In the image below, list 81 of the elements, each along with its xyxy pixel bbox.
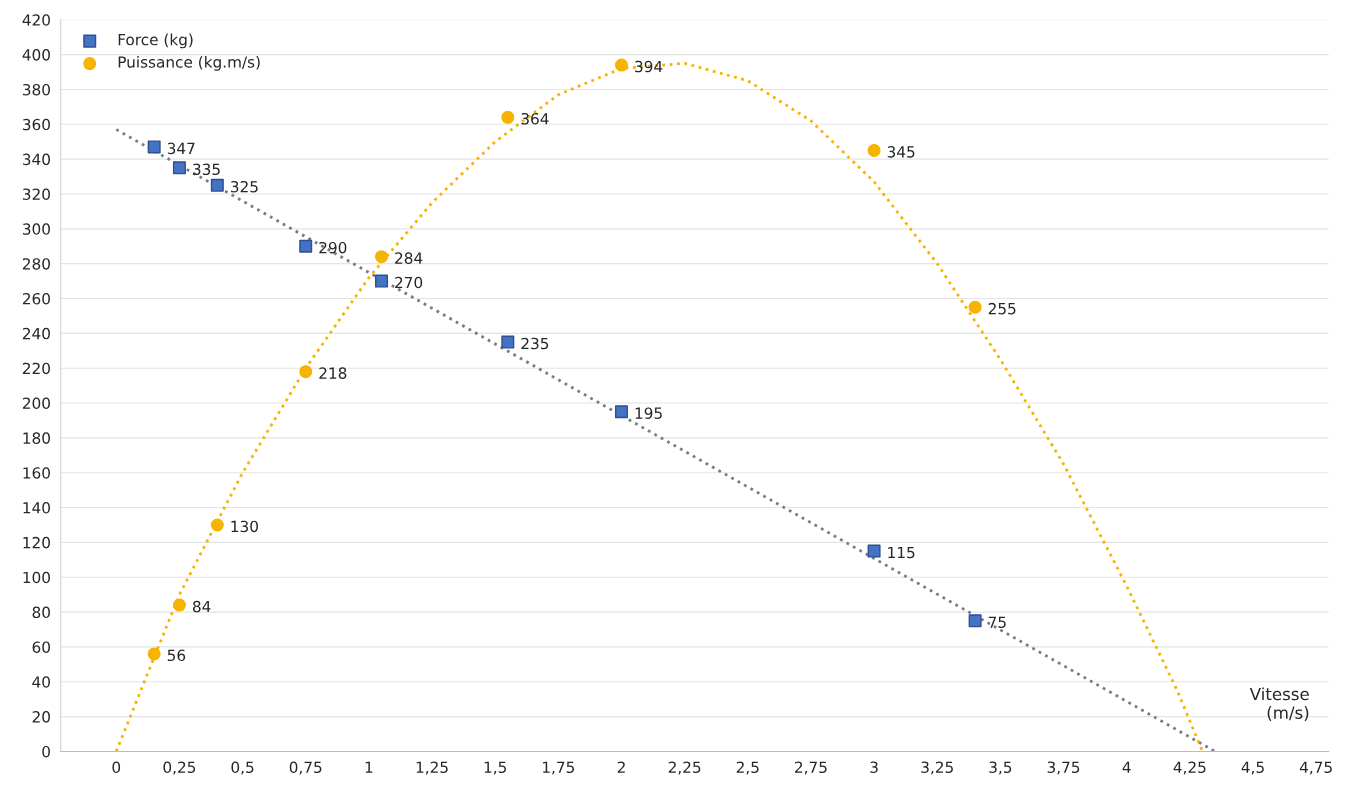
y-tick-label: 380 <box>22 83 50 96</box>
x-tick-label: 0,5 <box>231 761 254 775</box>
data-label: 347 <box>167 142 195 155</box>
x-tick-label: 2,5 <box>736 761 759 775</box>
y-tick-label: 60 <box>32 641 50 653</box>
y-tick-label: 200 <box>22 397 50 410</box>
y-tick-label: 360 <box>22 118 50 131</box>
point <box>867 143 881 157</box>
y-tick-label: 20 <box>32 711 50 723</box>
data-label: 195 <box>635 407 662 419</box>
y-tick-label: 120 <box>23 536 50 549</box>
y-tick-label: 420 <box>22 14 50 26</box>
x-tick-label: 2,75 <box>795 761 827 775</box>
y-tick-label: 260 <box>22 292 50 305</box>
data-label: 255 <box>988 302 1016 315</box>
data-label: 115 <box>888 546 915 559</box>
data-label: 325 <box>230 180 258 193</box>
point <box>501 110 515 124</box>
y-tick-label: 280 <box>22 258 50 270</box>
data-label: 394 <box>635 60 663 73</box>
data-label: 284 <box>395 252 423 264</box>
x-tick-label: 0,75 <box>289 761 322 775</box>
x-tick-label: 3,5 <box>989 761 1012 775</box>
x-tick-label: 4,25 <box>1173 761 1206 775</box>
y-tick-label: 340 <box>22 153 50 166</box>
point <box>867 544 881 558</box>
y-tick-label: 300 <box>22 223 50 235</box>
y-tick-label: 100 <box>23 571 50 584</box>
point <box>299 239 313 253</box>
y-tick-label: 40 <box>32 676 50 688</box>
x-tick-label: 3 <box>870 761 878 773</box>
y-tick-label: 180 <box>23 432 50 444</box>
x-tick-label: 1,75 <box>543 761 574 775</box>
point <box>375 250 389 264</box>
x-tick-label: 3,25 <box>921 761 953 775</box>
x-tick-label: 0,25 <box>163 761 196 775</box>
x-tick-label: 4,5 <box>1241 761 1264 775</box>
y-tick-label: 400 <box>22 49 50 61</box>
point <box>147 140 161 154</box>
data-label: 218 <box>319 367 347 379</box>
point <box>614 405 628 419</box>
point <box>968 300 982 314</box>
y-tick-label: 220 <box>22 362 50 375</box>
data-label: 364 <box>521 112 549 125</box>
x-tick-label: 2 <box>617 761 625 773</box>
point <box>172 598 186 612</box>
x-tick-label: 3,75 <box>1047 761 1080 775</box>
legend-label: Puissance (kg.m/s) <box>118 55 260 71</box>
x-tick-label: 2,25 <box>668 761 701 775</box>
data-label: 84 <box>192 600 211 613</box>
y-tick-label: 80 <box>32 606 50 619</box>
point <box>210 178 224 192</box>
y-tick-label: 160 <box>23 467 50 479</box>
data-label: 270 <box>395 276 423 289</box>
y-tick-label: 140 <box>23 502 50 514</box>
point <box>172 161 186 175</box>
point <box>299 365 313 379</box>
x-tick-label: 1,5 <box>484 761 506 775</box>
y-tick-label: 0 <box>42 745 50 758</box>
x-tick-label: 1,25 <box>416 761 448 775</box>
point <box>501 335 515 349</box>
legend-label: Force (kg) <box>118 33 193 49</box>
x-tick-label: 4 <box>1122 761 1131 773</box>
y-tick-label: 240 <box>22 327 50 340</box>
point <box>210 518 224 532</box>
data-label: 290 <box>319 241 347 254</box>
point <box>147 647 161 661</box>
point <box>614 58 628 72</box>
data-label: 335 <box>193 163 220 176</box>
x-tick-label: 0 <box>112 761 121 773</box>
data-label: 56 <box>167 649 186 662</box>
point <box>375 274 389 288</box>
data-label: 235 <box>521 337 549 350</box>
x-tick-label: 4,75 <box>1299 761 1332 775</box>
data-label: 345 <box>887 146 915 158</box>
data-label: 75 <box>988 616 1006 628</box>
data-label: 130 <box>231 520 258 533</box>
point <box>968 614 982 628</box>
x-axis-title: Vitesse (m/s) <box>1249 687 1309 721</box>
x-tick-label: 1 <box>365 761 373 773</box>
y-tick-label: 320 <box>22 188 50 200</box>
